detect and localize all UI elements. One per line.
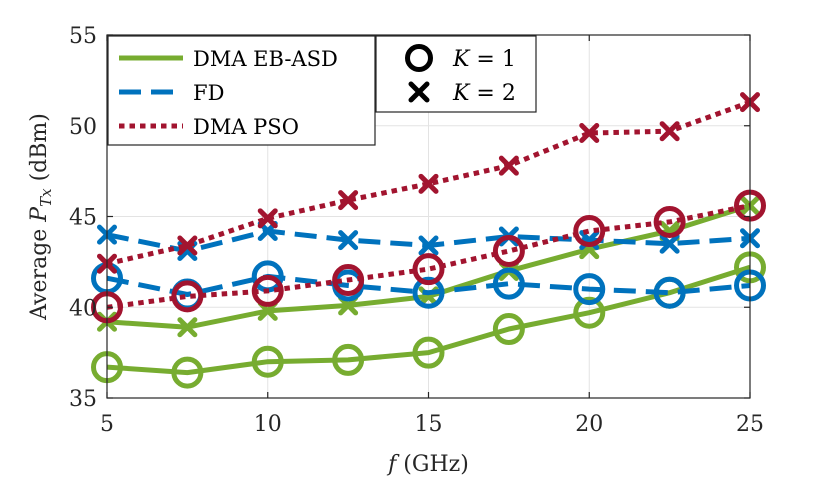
legend-marker-value: = 2 — [469, 81, 515, 106]
legend-marker-label: K = 1 — [452, 47, 516, 72]
data-point-circle — [332, 264, 365, 297]
data-point-circle — [412, 253, 445, 286]
data-point-circle — [492, 234, 525, 267]
data-point-circle — [492, 267, 525, 300]
data-point-cross — [338, 230, 359, 251]
data-point-circle — [412, 336, 445, 369]
y-axis-subscript: Tx — [37, 188, 55, 207]
legend-line-label: DMA EB-ASD — [193, 47, 338, 71]
data-point-cross — [177, 317, 198, 338]
series-line — [106, 203, 751, 310]
axes — [106, 34, 751, 399]
data-point-cross — [257, 208, 278, 229]
x-tick-label: 10 — [254, 412, 282, 437]
data-point-circle — [653, 205, 686, 238]
data-point-cross — [418, 173, 439, 194]
y-tick-label: 55 — [69, 24, 97, 49]
x-axis-label: f (GHz) — [386, 452, 469, 477]
legend-line-label: DMA PSO — [193, 115, 299, 139]
x-tick-label: 5 — [100, 412, 114, 437]
series-dma-pso-k1 — [91, 189, 766, 324]
y-axis-label: Average PTx (dBm) — [27, 113, 55, 321]
y-tick-label: 40 — [69, 296, 97, 321]
legend-marker-variable: K — [452, 81, 471, 106]
x-tick-label: 20 — [575, 412, 603, 437]
y-axis-unit: (dBm) — [27, 113, 52, 188]
tick-labels: 5 10 15 20 25 35 40 45 50 55 — [69, 24, 764, 437]
data-point-cross — [579, 123, 600, 144]
data-point-cross — [498, 155, 519, 176]
legend-cross-marker — [408, 81, 430, 103]
legend-marker-value: = 1 — [469, 47, 515, 72]
data-point-cross — [418, 235, 439, 256]
legend-markers-box — [375, 35, 537, 113]
data-point-circle — [653, 276, 686, 309]
y-tick-label: 45 — [69, 206, 97, 231]
data-point-cross — [338, 190, 359, 211]
data-point-circle — [492, 313, 525, 346]
data-point-cross — [659, 121, 680, 142]
series-line — [106, 273, 751, 297]
data-point-circle — [171, 356, 204, 389]
data-point-circle — [412, 276, 445, 309]
legend-line-label: FD — [193, 81, 224, 105]
legend-lines: DMA EB-ASD FD DMA PSO — [107, 35, 376, 146]
y-axis-variable: P — [27, 206, 52, 223]
data-point-circle — [251, 274, 284, 307]
data-point-circle — [573, 296, 606, 329]
data-point-circle — [332, 343, 365, 376]
legend-circle-marker — [405, 44, 433, 72]
data-point-circle — [171, 280, 204, 313]
x-tick-label: 25 — [736, 412, 764, 437]
data-point-circle — [573, 273, 606, 306]
data-point-circle — [251, 345, 284, 378]
x-tick-label: 15 — [415, 412, 443, 437]
legend-markers: K = 1K = 2 — [375, 35, 537, 113]
series-dma-pso-k2 — [97, 92, 760, 274]
legend-marker-label: K = 2 — [452, 81, 516, 106]
data-point-cross — [659, 233, 680, 254]
data-point-circle — [573, 215, 606, 248]
y-tick-label: 35 — [69, 387, 97, 412]
series-line — [106, 264, 751, 376]
data-point-cross — [177, 235, 198, 256]
y-axis-prefix: Average — [27, 222, 52, 321]
legend-marker-variable: K — [452, 47, 471, 72]
x-axis-unit: (GHz) — [396, 452, 469, 477]
y-tick-label: 50 — [69, 115, 97, 140]
